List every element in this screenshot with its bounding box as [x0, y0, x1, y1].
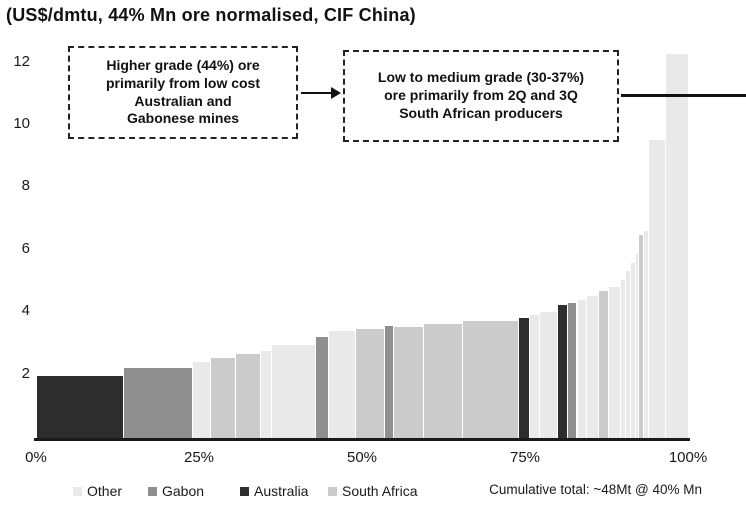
cost-curve-bar: [355, 328, 384, 438]
annotation-line: Higher grade (44%) ore: [106, 56, 260, 73]
cost-curve-bar: [234, 354, 261, 438]
cost-curve-bar: [517, 317, 529, 438]
x-axis-tick-label: 0%: [25, 449, 47, 466]
cost-curve-bar: [637, 235, 643, 438]
legend-swatch-australia-icon: [240, 486, 249, 496]
y-axis-tick-label: 12: [13, 52, 30, 70]
cost-curve-bar: [315, 336, 329, 438]
cost-curve-bar: [566, 303, 577, 438]
y-axis-tick-label: 8: [21, 177, 30, 195]
annotation-line: South African producers: [399, 104, 563, 121]
cost-curve-bar: [383, 325, 394, 438]
annotation-box-higher-grade: Higher grade (44%) ore primarily from lo…: [68, 46, 298, 139]
y-axis-tick-label: 4: [21, 302, 30, 320]
annotation-line: Australian and: [134, 92, 232, 109]
annotation-line: primarily from low cost: [105, 74, 261, 91]
legend-item-other: Other: [73, 483, 122, 499]
cost-curve-bar: [461, 320, 518, 438]
legend-item-australia: Australia: [240, 483, 308, 499]
cost-curve-bar: [260, 350, 271, 438]
cost-curve-bar: [629, 263, 636, 438]
chart-title: (US$/dmtu, 44% Mn ore normalised, CIF Ch…: [6, 5, 416, 25]
cost-curve-bar: [328, 331, 356, 438]
cost-curve-bar: [556, 305, 567, 438]
cost-curve-bar: [539, 311, 557, 438]
cost-curve-bar: [635, 253, 638, 438]
x-axis-tick-label: 25%: [183, 449, 215, 466]
arrow-line: [301, 92, 332, 94]
legend-swatch-other-icon: [73, 486, 82, 496]
cost-curve-bar: [598, 291, 608, 438]
legend-label: Australia: [254, 483, 309, 499]
cost-curve-bar: [643, 231, 649, 438]
legend-item-south-africa: South Africa: [328, 483, 418, 499]
legend-item-gabon: Gabon: [148, 483, 204, 499]
x-axis-line: [34, 438, 690, 441]
legend-swatch-south-africa-icon: [328, 486, 337, 496]
cost-curve-bar: [270, 345, 316, 438]
cost-curve-bar: [620, 280, 625, 438]
cost-curve-bar: [624, 271, 630, 438]
cost-curve-bar: [122, 367, 192, 438]
cost-curve-bar: [393, 326, 423, 438]
y-axis-tick-label: 2: [21, 364, 30, 382]
legend-label: South Africa: [342, 483, 418, 499]
cost-curve-bar: [576, 300, 587, 438]
cost-curve-bar: [586, 296, 599, 438]
cost-curve-bar: [191, 361, 211, 438]
x-axis-tick-label: 75%: [509, 449, 541, 466]
legend-label: Other: [87, 483, 123, 499]
x-axis-tick-label: 100%: [668, 449, 708, 466]
legend-label: Gabon: [162, 483, 205, 499]
annotation-line: ore primarily from 2Q and 3Q: [384, 87, 578, 104]
cost-curve-bar: [665, 54, 688, 438]
cost-curve-bar: [36, 375, 123, 438]
cost-curve-bar: [528, 314, 540, 438]
x-axis-tick-label: 50%: [346, 449, 378, 466]
cost-curve-bar: [648, 140, 666, 438]
legend-swatch-gabon-icon: [148, 486, 157, 496]
cumulative-total-note: Cumulative total: ~48Mt @ 40% Mn: [489, 482, 702, 497]
annotation-box-low-medium-grade: Low to medium grade (30-37%) ore primari…: [343, 50, 619, 142]
cost-curve-bar: [607, 286, 621, 438]
right-arrow-icon: [331, 87, 341, 99]
annotation-line: Gabonese mines: [126, 110, 240, 127]
cost-curve-bar: [210, 357, 235, 438]
callout-line: [621, 94, 746, 97]
y-axis-tick-label: 6: [21, 239, 30, 257]
annotation-line: Low to medium grade (30-37%): [377, 69, 585, 86]
y-axis-tick-label: 10: [13, 115, 30, 132]
cost-curve-bar: [422, 324, 462, 438]
